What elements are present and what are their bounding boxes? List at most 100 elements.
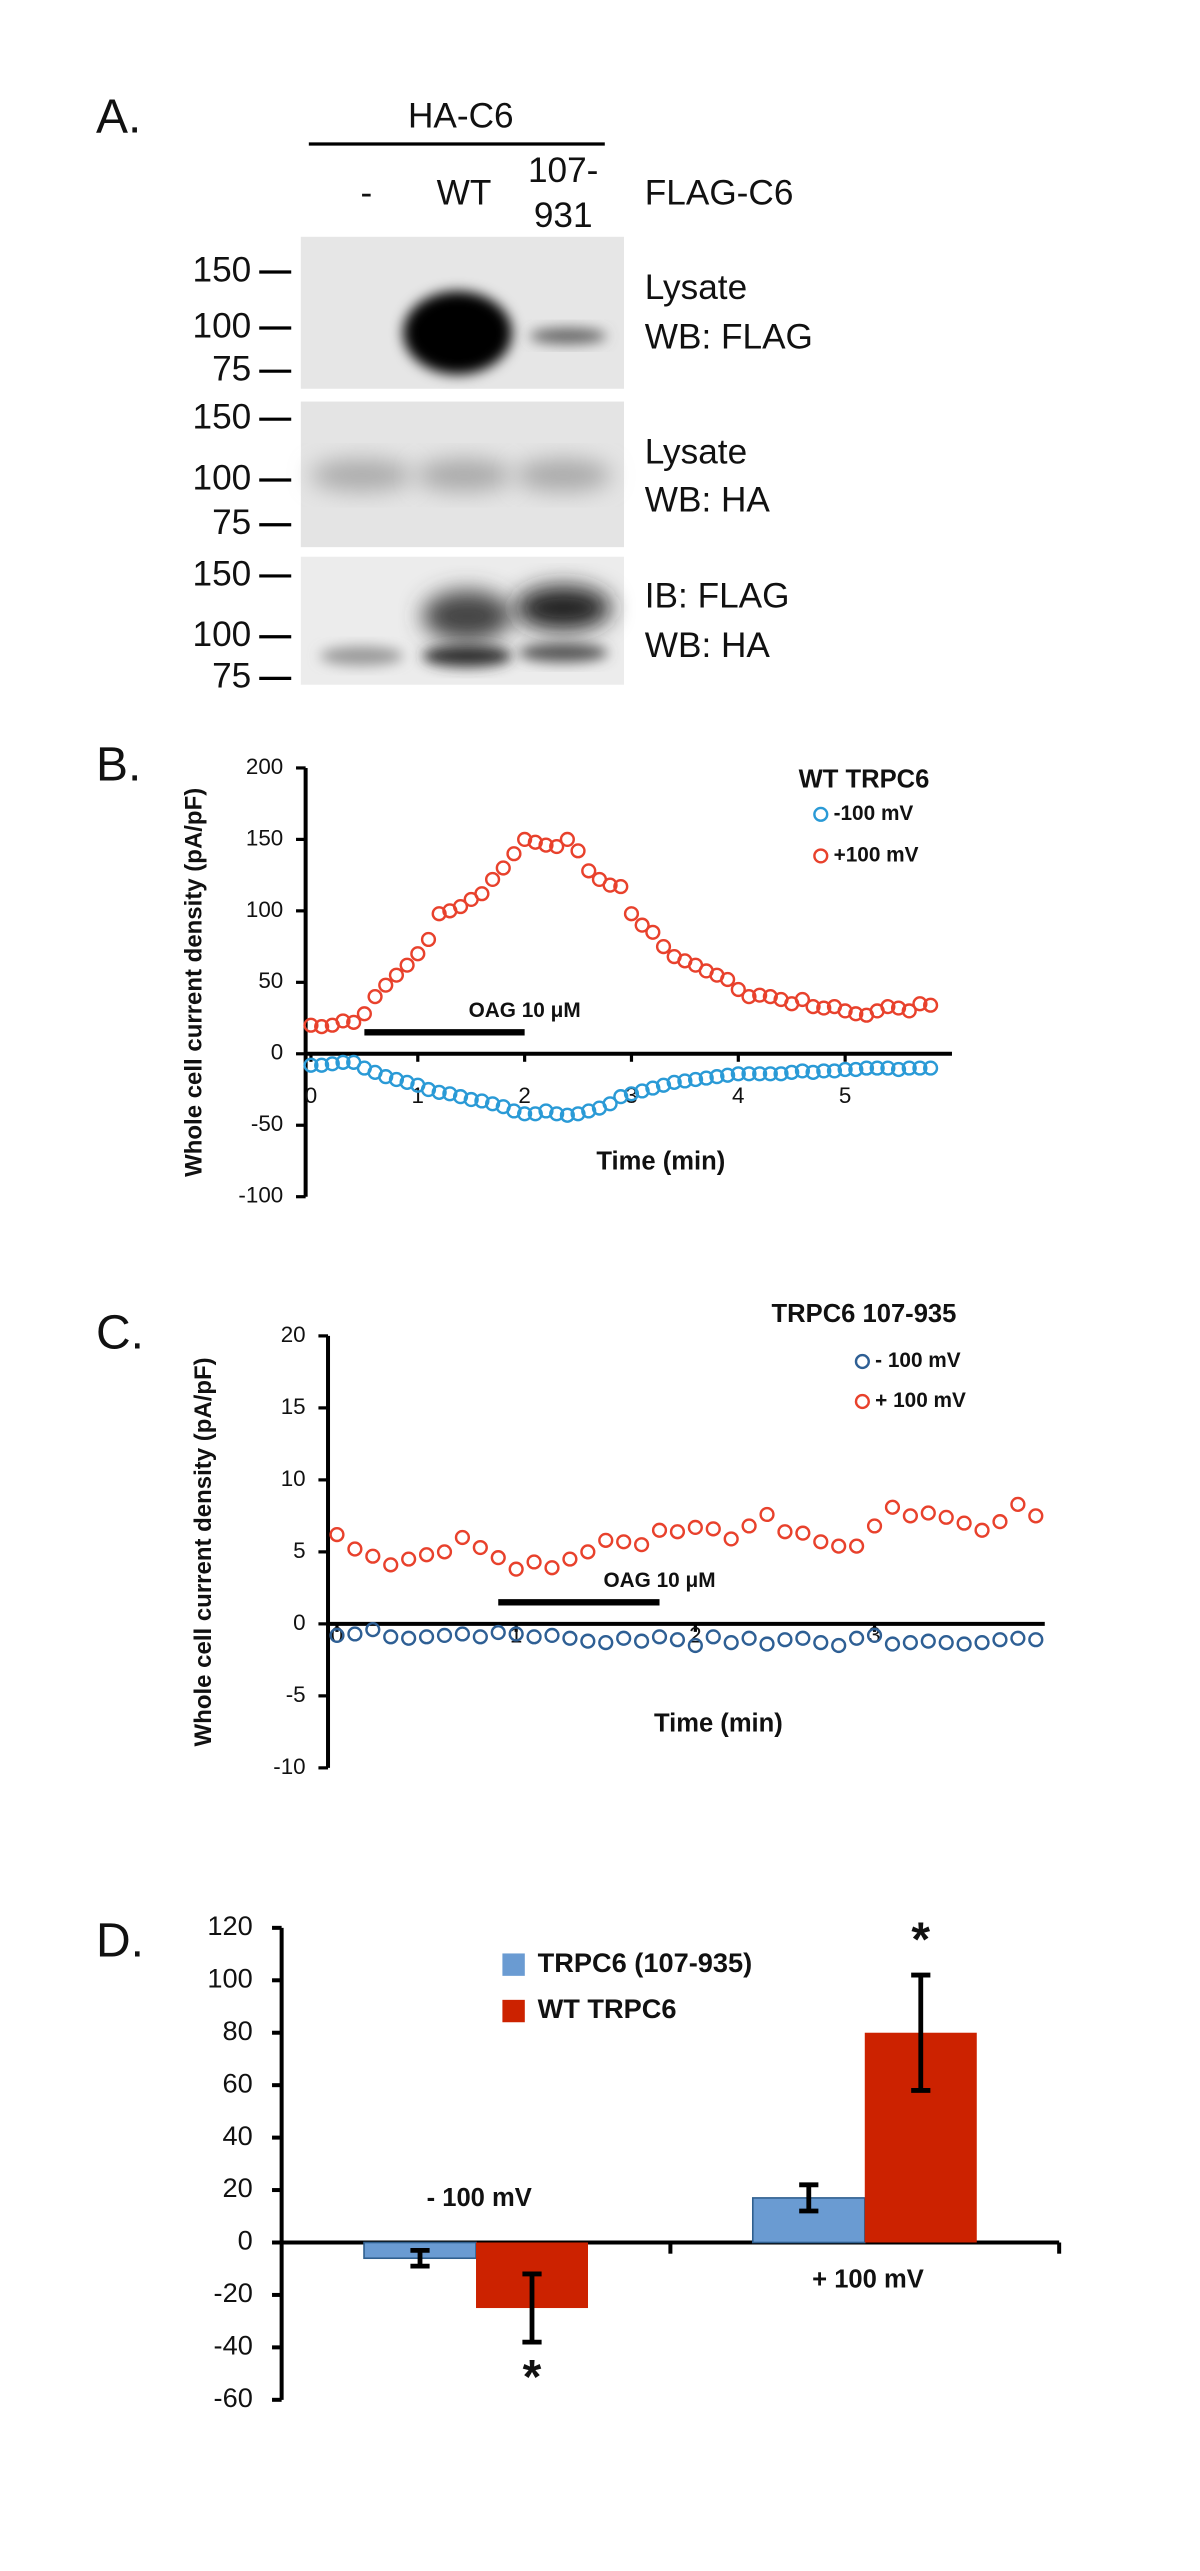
data-point [730, 1066, 746, 1082]
data-point [784, 1064, 800, 1080]
legend-swatch [502, 1953, 525, 1976]
data-point [436, 1627, 453, 1643]
data-point [938, 1509, 954, 1525]
data-point [472, 1539, 488, 1556]
y-tick-label: -5 [286, 1682, 306, 1707]
data-point [420, 1081, 437, 1098]
data-point [506, 846, 522, 862]
data-point [759, 1506, 775, 1523]
data-point [517, 1106, 533, 1122]
blot-band [403, 291, 513, 375]
size-marker: 75 [212, 349, 251, 388]
chart-title: TRPC6 107-935 [772, 1300, 957, 1328]
blot-label: WB: HA [645, 481, 771, 520]
data-point [645, 924, 661, 940]
y-tick-label: -100 [238, 1183, 283, 1208]
y-tick-label: -10 [273, 1754, 305, 1779]
data-point [452, 898, 469, 915]
blot-band [422, 590, 513, 642]
data-point [378, 977, 394, 993]
data-point [730, 981, 746, 998]
y-tick-label: 20 [281, 1322, 306, 1347]
legend-marker [813, 848, 829, 864]
data-point [813, 1534, 829, 1550]
data-point [705, 1521, 721, 1537]
data-point [813, 1634, 829, 1651]
data-point [580, 1544, 596, 1560]
data-point [920, 1633, 936, 1649]
data-point [795, 1630, 811, 1646]
data-point [884, 1636, 901, 1652]
legend-label: - 100 mV [875, 1349, 961, 1372]
data-point [741, 989, 757, 1005]
y-tick-label: 150 [246, 825, 283, 850]
category-label: + 100 mV [812, 2266, 924, 2294]
x-tick-label: 2 [689, 1623, 701, 1648]
data-point [454, 1626, 471, 1642]
x-tick-label: 0 [305, 1083, 317, 1108]
x-tick-label: 0 [331, 1623, 343, 1648]
data-point [890, 1000, 907, 1016]
data-point [508, 1561, 524, 1577]
data-point [669, 1632, 686, 1648]
blot-label: Lysate [645, 268, 747, 307]
row-label: FLAG-C6 [645, 173, 794, 212]
data-point [490, 1550, 506, 1566]
y-tick-label: 60 [223, 2067, 253, 2098]
annotation-text: OAG 10 μM [469, 999, 581, 1022]
data-point [463, 1091, 479, 1108]
data-point [655, 938, 672, 955]
data-point [645, 1080, 661, 1096]
data-point [472, 1629, 488, 1645]
data-point [956, 1515, 972, 1531]
data-point [335, 1013, 351, 1029]
data-point [923, 1060, 939, 1076]
data-point [752, 1066, 768, 1082]
size-marker: 75 [212, 503, 251, 542]
y-tick-label: -40 [214, 2330, 253, 2361]
lane-label: WT [437, 173, 492, 212]
y-tick-label: 40 [223, 2120, 253, 2151]
blot-band [529, 327, 607, 344]
data-point [848, 1006, 864, 1022]
data-point [562, 1551, 578, 1567]
x-axis-label: Time (min) [654, 1709, 783, 1737]
data-point [956, 1636, 972, 1652]
data-point [651, 1522, 668, 1538]
data-point [324, 1056, 340, 1072]
y-tick-label: -60 [214, 2382, 253, 2413]
lane-label: 931 [534, 196, 593, 235]
data-point [837, 1003, 853, 1019]
data-point [880, 1060, 896, 1076]
y-tick-label: 100 [246, 897, 283, 922]
data-point [383, 1629, 399, 1645]
data-point [329, 1527, 345, 1543]
data-point [314, 1019, 330, 1035]
size-marker: 150 [193, 397, 252, 436]
data-point [687, 1519, 703, 1536]
data-point [869, 1060, 885, 1076]
y-tick-label: 20 [223, 2172, 253, 2203]
legend-label: + 100 mV [875, 1389, 966, 1412]
x-tick-label: 4 [732, 1083, 744, 1108]
size-marker: 150 [193, 554, 252, 593]
data-point [759, 1636, 775, 1652]
data-point [666, 1074, 682, 1090]
data-point [826, 1063, 843, 1079]
data-point [669, 1524, 686, 1540]
data-point [709, 1069, 725, 1085]
data-point [442, 1086, 458, 1102]
data-point [418, 1629, 435, 1645]
data-point [623, 906, 640, 922]
size-marker: 75 [212, 657, 251, 696]
data-point [1010, 1496, 1026, 1512]
data-point [912, 996, 928, 1012]
data-point [752, 987, 768, 1003]
data-point [527, 834, 543, 850]
panel-label: B. [96, 739, 141, 792]
legend-label: WT TRPC6 [538, 1993, 677, 2024]
data-point [538, 837, 554, 853]
data-point [401, 1551, 417, 1567]
chart-title: WT TRPC6 [799, 766, 930, 794]
blot-label: Lysate [645, 433, 747, 472]
